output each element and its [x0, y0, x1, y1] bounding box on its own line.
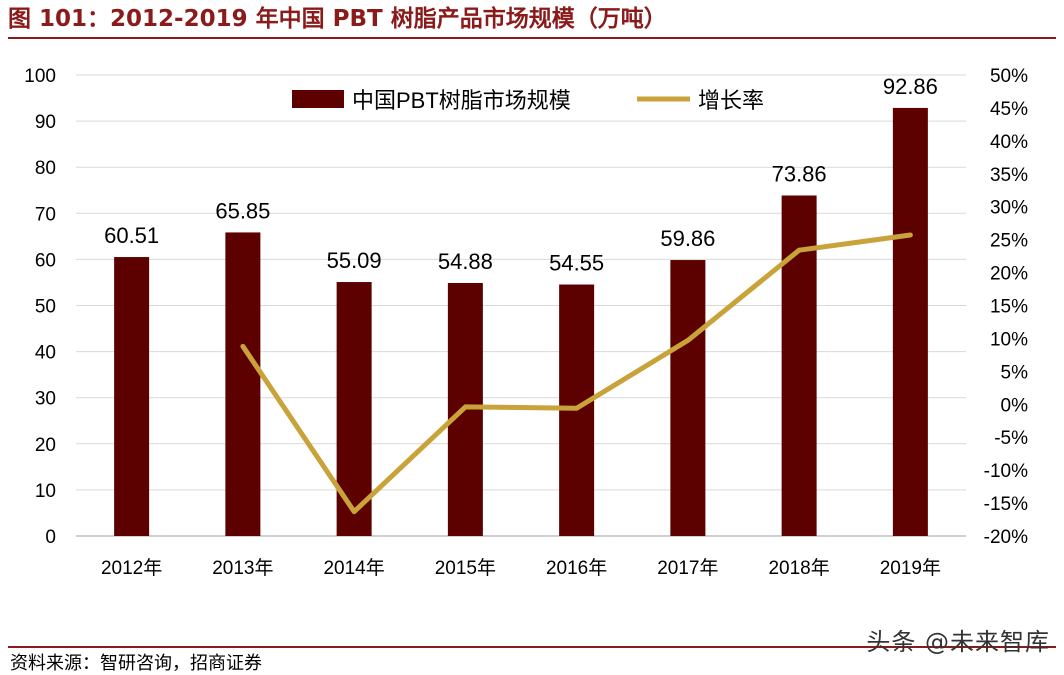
- title-divider: [8, 37, 1056, 39]
- right-tick-label: -15%: [984, 494, 1028, 515]
- x-axis-ticks: 2012年 2013年 2014年 2015年 2016年 2017年 2018年 2019年: [101, 557, 941, 579]
- right-tick-label: 20%: [990, 264, 1028, 285]
- bar-value-label: 55.09: [327, 248, 382, 273]
- bar-value-label: 54.55: [549, 251, 604, 276]
- right-tick-label: 25%: [990, 231, 1028, 252]
- bars: [114, 107, 928, 536]
- left-axis-ticks: 0 10 20 30 40 50 60 70 80 90 100: [24, 66, 56, 548]
- source-note: 资料来源：智研咨询，招商证券: [10, 653, 262, 674]
- bar-value-label: 60.51: [104, 223, 159, 248]
- x-tick-label: 2017年: [657, 557, 718, 579]
- bar: [225, 232, 261, 536]
- gridlines: [76, 74, 966, 537]
- x-tick-label: 2015年: [435, 557, 496, 579]
- right-tick-label: 50%: [990, 66, 1028, 87]
- left-tick-label: 50: [35, 297, 56, 318]
- growth-line-group: [240, 232, 913, 515]
- x-tick-label: 2012年: [101, 557, 162, 579]
- data-labels: 60.51 65.85 55.09 54.88 54.55 59.86 73.86 92.86: [104, 74, 938, 276]
- bar: [114, 257, 150, 536]
- right-tick-label: 40%: [990, 132, 1028, 153]
- right-tick-label: 15%: [990, 297, 1028, 318]
- left-tick-label: 0: [45, 527, 56, 548]
- right-tick-label: 0%: [1001, 395, 1029, 416]
- x-tick-label: 2013年: [212, 557, 273, 579]
- x-tick-label: 2018年: [768, 557, 829, 579]
- right-tick-label: 30%: [990, 198, 1028, 219]
- right-tick-label: -5%: [994, 428, 1028, 449]
- left-tick-label: 90: [35, 112, 56, 133]
- chart-title: 图 101：2012-2019 年中国 PBT 树脂产品市场规模（万吨）: [8, 6, 667, 32]
- bar: [670, 260, 706, 536]
- left-tick-label: 20: [35, 435, 56, 456]
- left-tick-label: 100: [24, 66, 56, 87]
- bar-line-chart: 0 10 20 30 40 50 60 70 80 90 100 -20% -15% -10% -5% 0%…: [24, 66, 1028, 579]
- footer-divider: [8, 646, 1056, 648]
- legend: 中国PBT树脂市场规模 增长率: [292, 88, 764, 113]
- right-tick-label: -20%: [984, 527, 1028, 548]
- bar-value-label: 73.86: [772, 162, 827, 187]
- right-tick-label: 10%: [990, 329, 1028, 350]
- bar-value-label: 65.85: [215, 198, 270, 223]
- left-tick-label: 80: [35, 158, 56, 179]
- right-tick-label: 45%: [990, 99, 1028, 120]
- x-tick-label: 2014年: [323, 557, 384, 579]
- right-tick-label: -10%: [984, 461, 1028, 482]
- bar-value-label: 54.88: [438, 249, 493, 274]
- right-axis-ticks: -20% -15% -10% -5% 0% 5% 10% 15% 20% 25% 30% 35% 40%…: [984, 66, 1028, 548]
- bar: [892, 107, 928, 536]
- right-tick-label: 5%: [1001, 362, 1029, 383]
- watermark: 头条 @未来智库: [866, 628, 1050, 656]
- growth-rate-line: [240, 232, 913, 515]
- x-tick-label: 2016年: [546, 557, 607, 579]
- legend-bar-swatch: [292, 90, 344, 108]
- left-tick-label: 40: [35, 343, 56, 364]
- right-tick-label: 35%: [990, 165, 1028, 186]
- left-tick-label: 70: [35, 204, 56, 225]
- bar-value-label: 59.86: [660, 226, 715, 251]
- legend-bar-label: 中国PBT树脂市场规模: [352, 88, 571, 113]
- bar-value-label: 92.86: [883, 74, 938, 99]
- left-tick-label: 10: [35, 481, 56, 502]
- legend-line-label: 增长率: [698, 88, 764, 113]
- x-tick-label: 2019年: [880, 557, 941, 579]
- left-tick-label: 30: [35, 389, 56, 410]
- left-tick-label: 60: [35, 250, 56, 271]
